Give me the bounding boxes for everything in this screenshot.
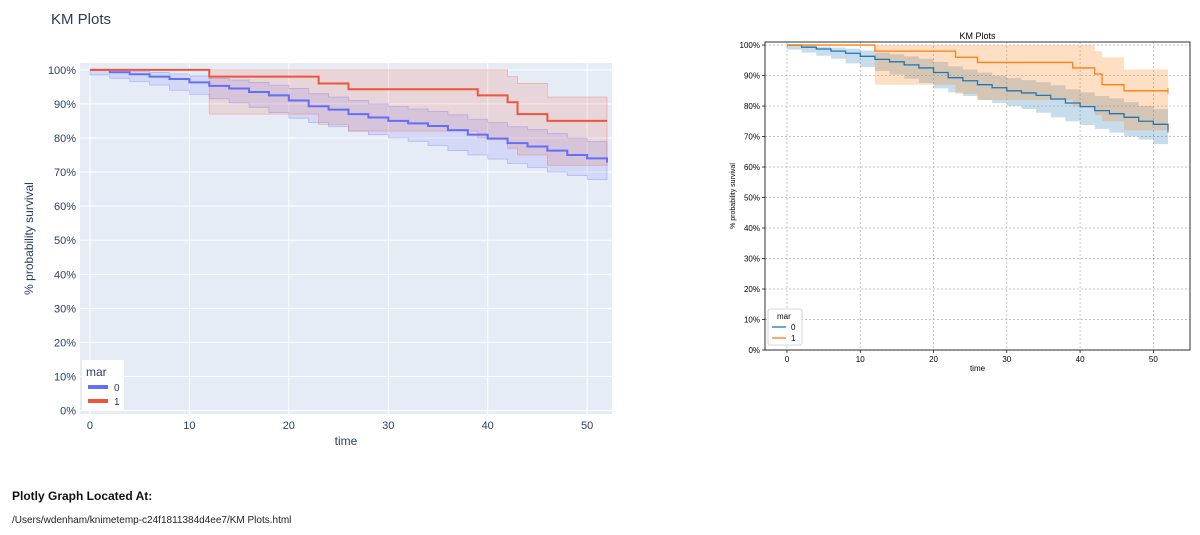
y-tick-label: 70% — [54, 167, 76, 179]
x-tick-label: 40 — [482, 420, 494, 432]
legend-label-0: 0 — [114, 383, 120, 394]
y-tick-label: 20% — [54, 337, 76, 349]
survival-line-1 — [786, 44, 1169, 92]
plotly-km-chart[interactable]: 0 10 20 30 40 500%10%20%30%40%50%60%70%80%90%… — [0, 30, 630, 455]
footer-heading: Plotly Graph Located At: — [12, 489, 153, 503]
x-tick-label: 50 — [1149, 355, 1158, 364]
y-tick-label: 50% — [54, 235, 76, 247]
y-tick-label: 80% — [744, 102, 760, 111]
y-tick-label: 60% — [744, 163, 760, 172]
y-tick-label: 40% — [54, 269, 76, 281]
legend-label-0: 0 — [791, 323, 796, 332]
plot-area — [80, 63, 612, 414]
y-tick-label: 100% — [48, 65, 76, 77]
y-tick-label: 10% — [744, 316, 760, 325]
y-tick-label: 20% — [744, 285, 760, 294]
x-tick-label: 40 — [1076, 355, 1085, 364]
x-tick-label: 50 — [581, 420, 593, 432]
y-tick-label: 50% — [744, 194, 760, 203]
matplotlib-km-chart: 0 10 20 30 40 500%10%20%30%40%50%60%70%80%90%… — [730, 31, 1191, 373]
y-tick-label: 80% — [54, 133, 76, 145]
y-tick-label: 30% — [744, 255, 760, 264]
y-tick-label: 70% — [744, 133, 760, 142]
y-tick-label: 100% — [740, 41, 760, 50]
x-tick-label: 20 — [283, 420, 295, 432]
plot-frame — [764, 41, 1191, 351]
survival-line-1 — [89, 68, 608, 122]
y-axis-title: % probability survival — [730, 163, 737, 229]
legend-title: mar — [86, 365, 107, 379]
y-tick-label: 60% — [54, 201, 76, 213]
chart-title: KM Plots — [959, 31, 996, 41]
ci-band-0 — [89, 69, 608, 180]
footer-path: /Users/wdenham/knimetemp-c24f1811384d4ee… — [12, 515, 292, 526]
x-axis-title: time — [970, 364, 986, 373]
y-tick-label: 10% — [54, 372, 76, 384]
x-axis-title: time — [335, 434, 358, 448]
x-tick-label: 10 — [856, 355, 865, 364]
x-tick-label: 30 — [1002, 355, 1011, 364]
ci-band-0 — [786, 45, 1169, 145]
survival-line-0 — [786, 44, 1169, 130]
x-tick-label: 0 — [785, 355, 790, 364]
survival-line-0 — [89, 68, 609, 163]
y-tick-label: 90% — [744, 72, 760, 81]
plot-area — [765, 42, 1190, 350]
legend: mar 0 1 — [82, 360, 124, 410]
y-tick-label: 0% — [748, 346, 760, 355]
legend-title: mar — [777, 312, 791, 321]
y-tick-label: 40% — [744, 224, 760, 233]
x-tick-label: 10 — [183, 420, 195, 432]
page-title: KM Plots — [51, 11, 112, 28]
x-tick-label: 0 — [87, 420, 93, 432]
x-tick-label: 20 — [929, 355, 938, 364]
legend-label-1: 1 — [114, 397, 120, 408]
y-tick-label: 90% — [54, 99, 76, 111]
y-tick-label: 0% — [60, 406, 76, 418]
y-axis-title: % probability survival — [22, 182, 36, 295]
x-tick-label: 30 — [382, 420, 394, 432]
legend-label-1: 1 — [791, 334, 796, 343]
y-tick-label: 30% — [54, 303, 76, 315]
